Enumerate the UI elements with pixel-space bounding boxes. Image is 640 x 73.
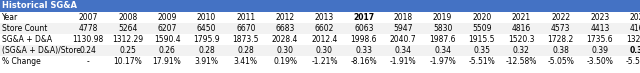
Text: 2019: 2019	[433, 13, 452, 22]
Text: 2021: 2021	[512, 13, 531, 22]
Text: 6602: 6602	[315, 24, 334, 33]
Bar	[0, 0, 640, 12]
Bar	[0, 34, 640, 45]
Text: 2010: 2010	[196, 13, 216, 22]
Text: 4169: 4169	[630, 24, 640, 33]
Text: 0.34: 0.34	[395, 46, 412, 55]
Text: -1.21%: -1.21%	[311, 57, 338, 66]
Text: 1735.6: 1735.6	[587, 35, 613, 44]
Text: 6450: 6450	[196, 24, 216, 33]
Text: 2007: 2007	[79, 13, 98, 22]
Text: 6063: 6063	[354, 24, 374, 33]
Text: -3.50%: -3.50%	[587, 57, 613, 66]
Text: 4413: 4413	[590, 24, 610, 33]
Text: 0.38: 0.38	[552, 46, 569, 55]
Text: -: -	[87, 57, 90, 66]
Text: 6683: 6683	[275, 24, 295, 33]
Text: 0.19%: 0.19%	[273, 57, 297, 66]
Text: 2028.4: 2028.4	[272, 35, 298, 44]
Text: 6670: 6670	[236, 24, 255, 33]
Text: 2011: 2011	[236, 13, 255, 22]
Text: 1873.5: 1873.5	[232, 35, 259, 44]
Text: % Change: % Change	[2, 57, 40, 66]
Text: 6207: 6207	[157, 24, 177, 33]
Text: 1130.98: 1130.98	[73, 35, 104, 44]
Text: 3.91%: 3.91%	[195, 57, 218, 66]
Text: Store Count: Store Count	[2, 24, 47, 33]
Text: 10.17%: 10.17%	[113, 57, 142, 66]
Text: 5264: 5264	[118, 24, 138, 33]
Text: 2009: 2009	[157, 13, 177, 22]
Text: 0.30: 0.30	[316, 46, 333, 55]
Text: 4816: 4816	[511, 24, 531, 33]
Text: -1.91%: -1.91%	[390, 57, 417, 66]
Text: -5.51%: -5.51%	[468, 57, 495, 66]
Text: 1520.3: 1520.3	[508, 35, 534, 44]
Text: 5509: 5509	[472, 24, 492, 33]
Text: 2013: 2013	[315, 13, 334, 22]
Text: -5.05%: -5.05%	[547, 57, 574, 66]
Text: 2024: 2024	[630, 13, 640, 22]
Text: 0.33: 0.33	[355, 46, 372, 55]
Text: 0.35: 0.35	[474, 46, 490, 55]
Text: 2020: 2020	[472, 13, 492, 22]
Text: 2017: 2017	[353, 13, 374, 22]
Text: 5830: 5830	[433, 24, 452, 33]
Text: 0.24: 0.24	[80, 46, 97, 55]
Text: 1987.6: 1987.6	[429, 35, 456, 44]
Text: 3.41%: 3.41%	[234, 57, 258, 66]
Text: -1.97%: -1.97%	[429, 57, 456, 66]
Text: 1915.5: 1915.5	[468, 35, 495, 44]
Text: 1998.6: 1998.6	[351, 35, 377, 44]
Text: 0.32: 0.32	[513, 46, 530, 55]
Text: 5947: 5947	[394, 24, 413, 33]
Text: 2012.4: 2012.4	[311, 35, 338, 44]
Text: 4778: 4778	[79, 24, 98, 33]
Text: 2022: 2022	[551, 13, 570, 22]
Text: 1795.9: 1795.9	[193, 35, 220, 44]
Text: Year: Year	[2, 13, 18, 22]
Text: 2012: 2012	[276, 13, 294, 22]
Text: 2023: 2023	[590, 13, 610, 22]
Text: 2008: 2008	[118, 13, 138, 22]
Text: 0.34: 0.34	[434, 46, 451, 55]
Bar	[0, 12, 640, 23]
Text: -8.16%: -8.16%	[351, 57, 377, 66]
Text: Historical SG&A: Historical SG&A	[2, 2, 77, 11]
Text: 0.30: 0.30	[276, 46, 294, 55]
Text: 0.28: 0.28	[237, 46, 254, 55]
Text: 0.39: 0.39	[591, 46, 609, 55]
Text: 2040.7: 2040.7	[390, 35, 417, 44]
Bar	[0, 23, 640, 34]
Text: -12.58%: -12.58%	[506, 57, 537, 66]
Text: 1312.29: 1312.29	[112, 35, 143, 44]
Bar	[0, 56, 640, 67]
Text: 1325.9: 1325.9	[626, 35, 640, 44]
Text: 2018: 2018	[394, 13, 413, 22]
Text: 1728.2: 1728.2	[547, 35, 574, 44]
Text: SG&A + D&A: SG&A + D&A	[2, 35, 52, 44]
Text: (SG&A + D&A)/Store: (SG&A + D&A)/Store	[2, 46, 81, 55]
Text: -5.53%: -5.53%	[626, 57, 640, 66]
Text: 0.28: 0.28	[198, 46, 215, 55]
Bar	[0, 45, 640, 56]
Text: 17.91%: 17.91%	[153, 57, 181, 66]
Text: 4573: 4573	[551, 24, 570, 33]
Text: 1590.4: 1590.4	[154, 35, 180, 44]
Text: 0.25: 0.25	[119, 46, 136, 55]
Text: 0.32: 0.32	[630, 46, 640, 55]
Text: 0.26: 0.26	[159, 46, 175, 55]
